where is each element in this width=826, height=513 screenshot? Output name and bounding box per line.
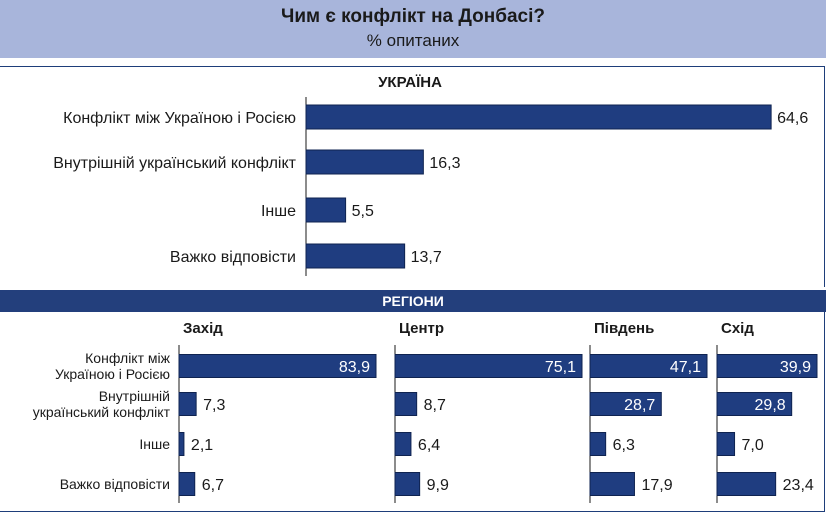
- regions-category-label: Внутрішній: [99, 388, 170, 404]
- regions-section-title: РЕГІОНИ: [382, 293, 444, 309]
- region-bar: [394, 472, 421, 496]
- region-header: Захід: [183, 320, 223, 337]
- region-value-label: 2,1: [191, 437, 213, 454]
- ukraine-section-title: УКРАЇНА: [378, 74, 442, 91]
- region-bar: [394, 392, 418, 416]
- region-value-label: 28,7: [624, 397, 655, 414]
- ukraine-bar: [305, 197, 347, 223]
- title-bar: Чим є конфлікт на Донбасі? % опитаних: [0, 0, 826, 58]
- region-bar: [589, 392, 662, 416]
- ukraine-bar: [305, 149, 424, 175]
- region-bar: [589, 432, 607, 456]
- chart-title: Чим є конфлікт на Донбасі?: [281, 6, 545, 27]
- region-bar: [589, 472, 635, 496]
- regions-band: РЕГІОНИ: [0, 290, 826, 312]
- region-bar: [178, 354, 377, 378]
- ukraine-category-label: Важко відповісти: [170, 249, 296, 266]
- ukraine-bar: [305, 104, 772, 130]
- region-value-label: 6,3: [613, 437, 635, 454]
- region-value-label: 7,0: [742, 437, 764, 454]
- ukraine-category-label: Інше: [261, 203, 296, 220]
- region-header: Схід: [721, 320, 754, 337]
- region-value-label: 8,7: [424, 397, 446, 414]
- regions-category-label: український конфлікт: [33, 404, 171, 420]
- region-bar: [716, 472, 777, 496]
- region-bar: [394, 354, 583, 378]
- ukraine-value-label: 16,3: [429, 155, 460, 172]
- region-bar: [394, 432, 412, 456]
- region-value-label: 17,9: [641, 477, 672, 494]
- region-header: Південь: [594, 320, 654, 337]
- ukraine-value-label: 13,7: [411, 249, 442, 266]
- region-value-label: 6,4: [418, 437, 440, 454]
- region-value-label: 47,1: [670, 359, 701, 376]
- region-bar: [589, 354, 708, 378]
- regions-category-label: Інше: [139, 436, 170, 452]
- region-bar: [178, 472, 196, 496]
- region-value-label: 7,3: [203, 397, 225, 414]
- ukraine-value-label: 64,6: [777, 110, 808, 127]
- region-header: Центр: [399, 320, 444, 337]
- region-bar: [716, 354, 818, 378]
- region-value-label: 6,7: [202, 477, 224, 494]
- ukraine-category-label: Конфлікт між Україною і Росією: [63, 110, 296, 127]
- regions-category-label: Важко відповісти: [60, 476, 170, 492]
- ukraine-bar: [305, 243, 406, 269]
- region-value-label: 9,9: [427, 477, 449, 494]
- region-value-label: 23,4: [783, 477, 814, 494]
- regions-category-label: Україною і Росією: [55, 366, 170, 382]
- region-value-label: 75,1: [545, 359, 576, 376]
- regions-category-label: Конфлікт між: [85, 350, 170, 366]
- region-bar: [178, 392, 197, 416]
- region-value-label: 29,8: [755, 397, 786, 414]
- region-value-label: 83,9: [339, 359, 370, 376]
- chart-subtitle: % опитаних: [366, 31, 460, 50]
- ukraine-panel: [0, 66, 825, 287]
- region-bar: [716, 392, 793, 416]
- region-value-label: 39,9: [780, 359, 811, 376]
- ukraine-category-label: Внутрішній український конфлікт: [53, 155, 296, 172]
- ukraine-value-label: 5,5: [352, 203, 374, 220]
- region-bar: [716, 432, 736, 456]
- region-bar: [178, 432, 185, 456]
